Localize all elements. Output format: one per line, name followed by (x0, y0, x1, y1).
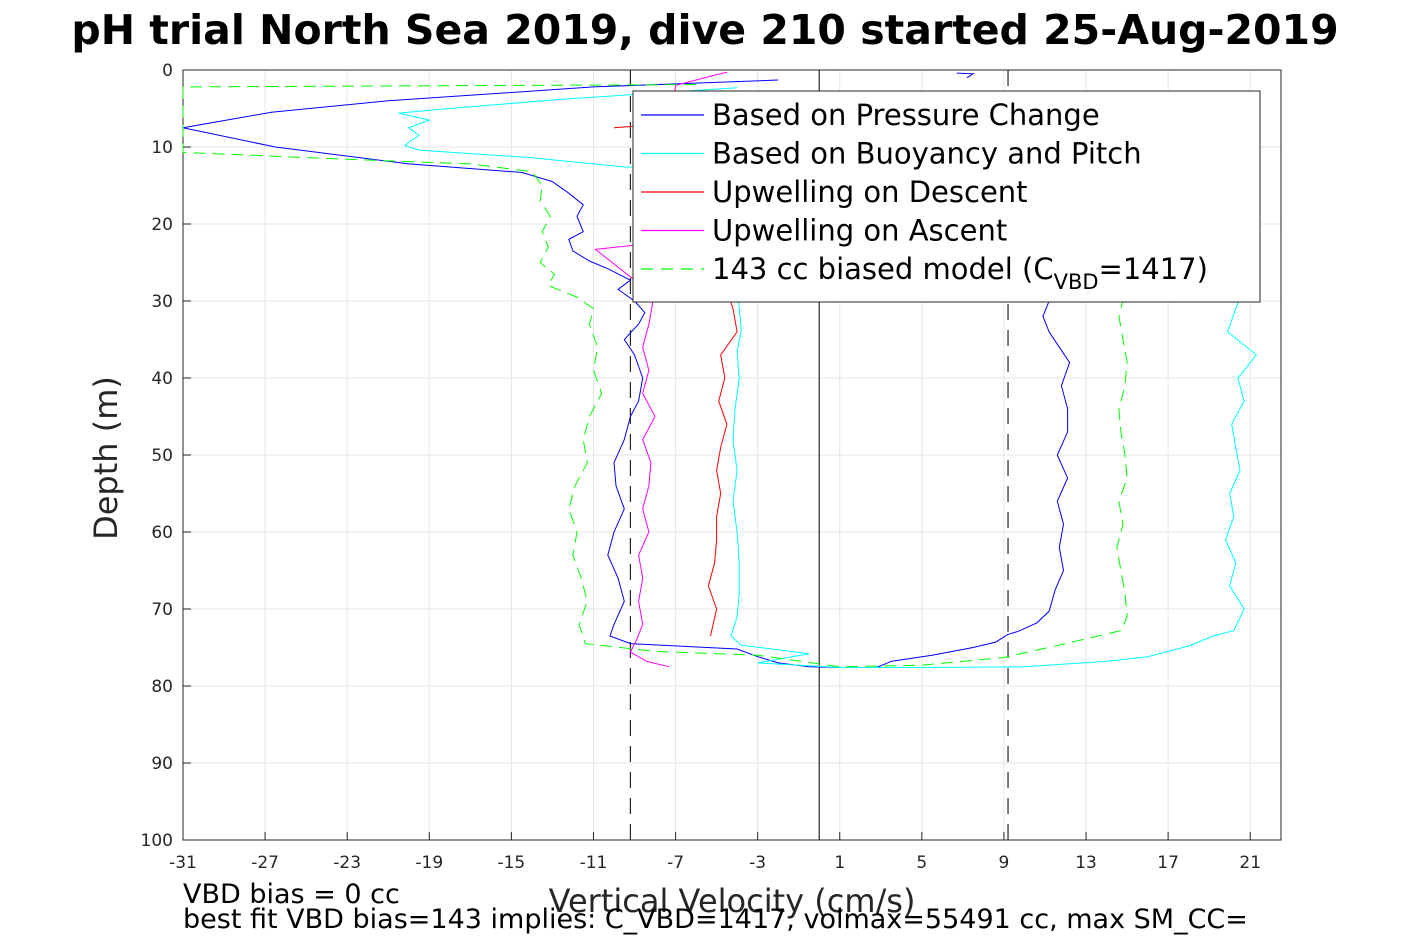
y-tick-label: 30 (151, 292, 173, 312)
legend-box (632, 90, 1261, 303)
legend-suffix: =1417) (1099, 252, 1208, 286)
x-tick-label: 21 (1239, 853, 1261, 873)
y-tick-label: 20 (151, 215, 173, 235)
x-tick-label: -27 (251, 853, 279, 873)
vbd-bias-note: VBD bias = 0 cc (183, 879, 400, 910)
y-tick-label: 60 (151, 523, 173, 543)
x-tick-label: -7 (667, 853, 684, 873)
legend-label: Based on Pressure Change (712, 98, 1100, 132)
legend: Based on Pressure Change Based on Buoyanc… (632, 90, 1261, 303)
y-axis-label: Depth (m) (87, 376, 125, 540)
legend-label: Upwelling on Ascent (712, 214, 1007, 248)
y-tick-label: 50 (151, 446, 173, 466)
x-tick-label: -15 (497, 853, 525, 873)
best-fit-note: best fit VBD bias=143 implies: C_VBD=141… (183, 904, 1248, 935)
x-tick-label: -3 (749, 853, 766, 873)
series-line (398, 87, 1261, 668)
x-tick-label: 9 (999, 853, 1010, 873)
y-tick-label: 10 (151, 138, 173, 158)
legend-label: Upwelling on Descent (712, 175, 1028, 209)
series-line (182, 79, 1071, 668)
y-tick-label: 80 (151, 677, 173, 697)
x-tick-label: -11 (580, 853, 608, 873)
series-line (956, 72, 975, 79)
x-tick-label: -19 (415, 853, 443, 873)
x-tick-label: 17 (1157, 853, 1179, 873)
y-tick-label: 40 (151, 369, 173, 389)
x-tick-label: -23 (333, 853, 361, 873)
x-axis-label: Vertical Velocity (cm/s) (549, 882, 916, 920)
y-tick-label: 70 (151, 600, 173, 620)
chart-title: pH trial North Sea 2019, dive 210 starte… (71, 6, 1338, 54)
ticks: -31 -27 -23 -19 -15 -11 -7 -3 1 5 9 13 17 21010203040… (141, 61, 1261, 873)
legend-subscript: VBD (1054, 270, 1099, 294)
y-tick-label: 100 (141, 831, 173, 851)
legend-label: Based on Buoyancy and Pitch (712, 137, 1142, 171)
x-tick-label: 1 (834, 853, 845, 873)
x-tick-label: 13 (1075, 853, 1097, 873)
series-line (182, 84, 1128, 668)
y-tick-label: 90 (151, 754, 173, 774)
x-tick-label: 5 (916, 853, 927, 873)
y-tick-label: 0 (162, 61, 173, 81)
x-tick-label: -31 (169, 853, 197, 873)
